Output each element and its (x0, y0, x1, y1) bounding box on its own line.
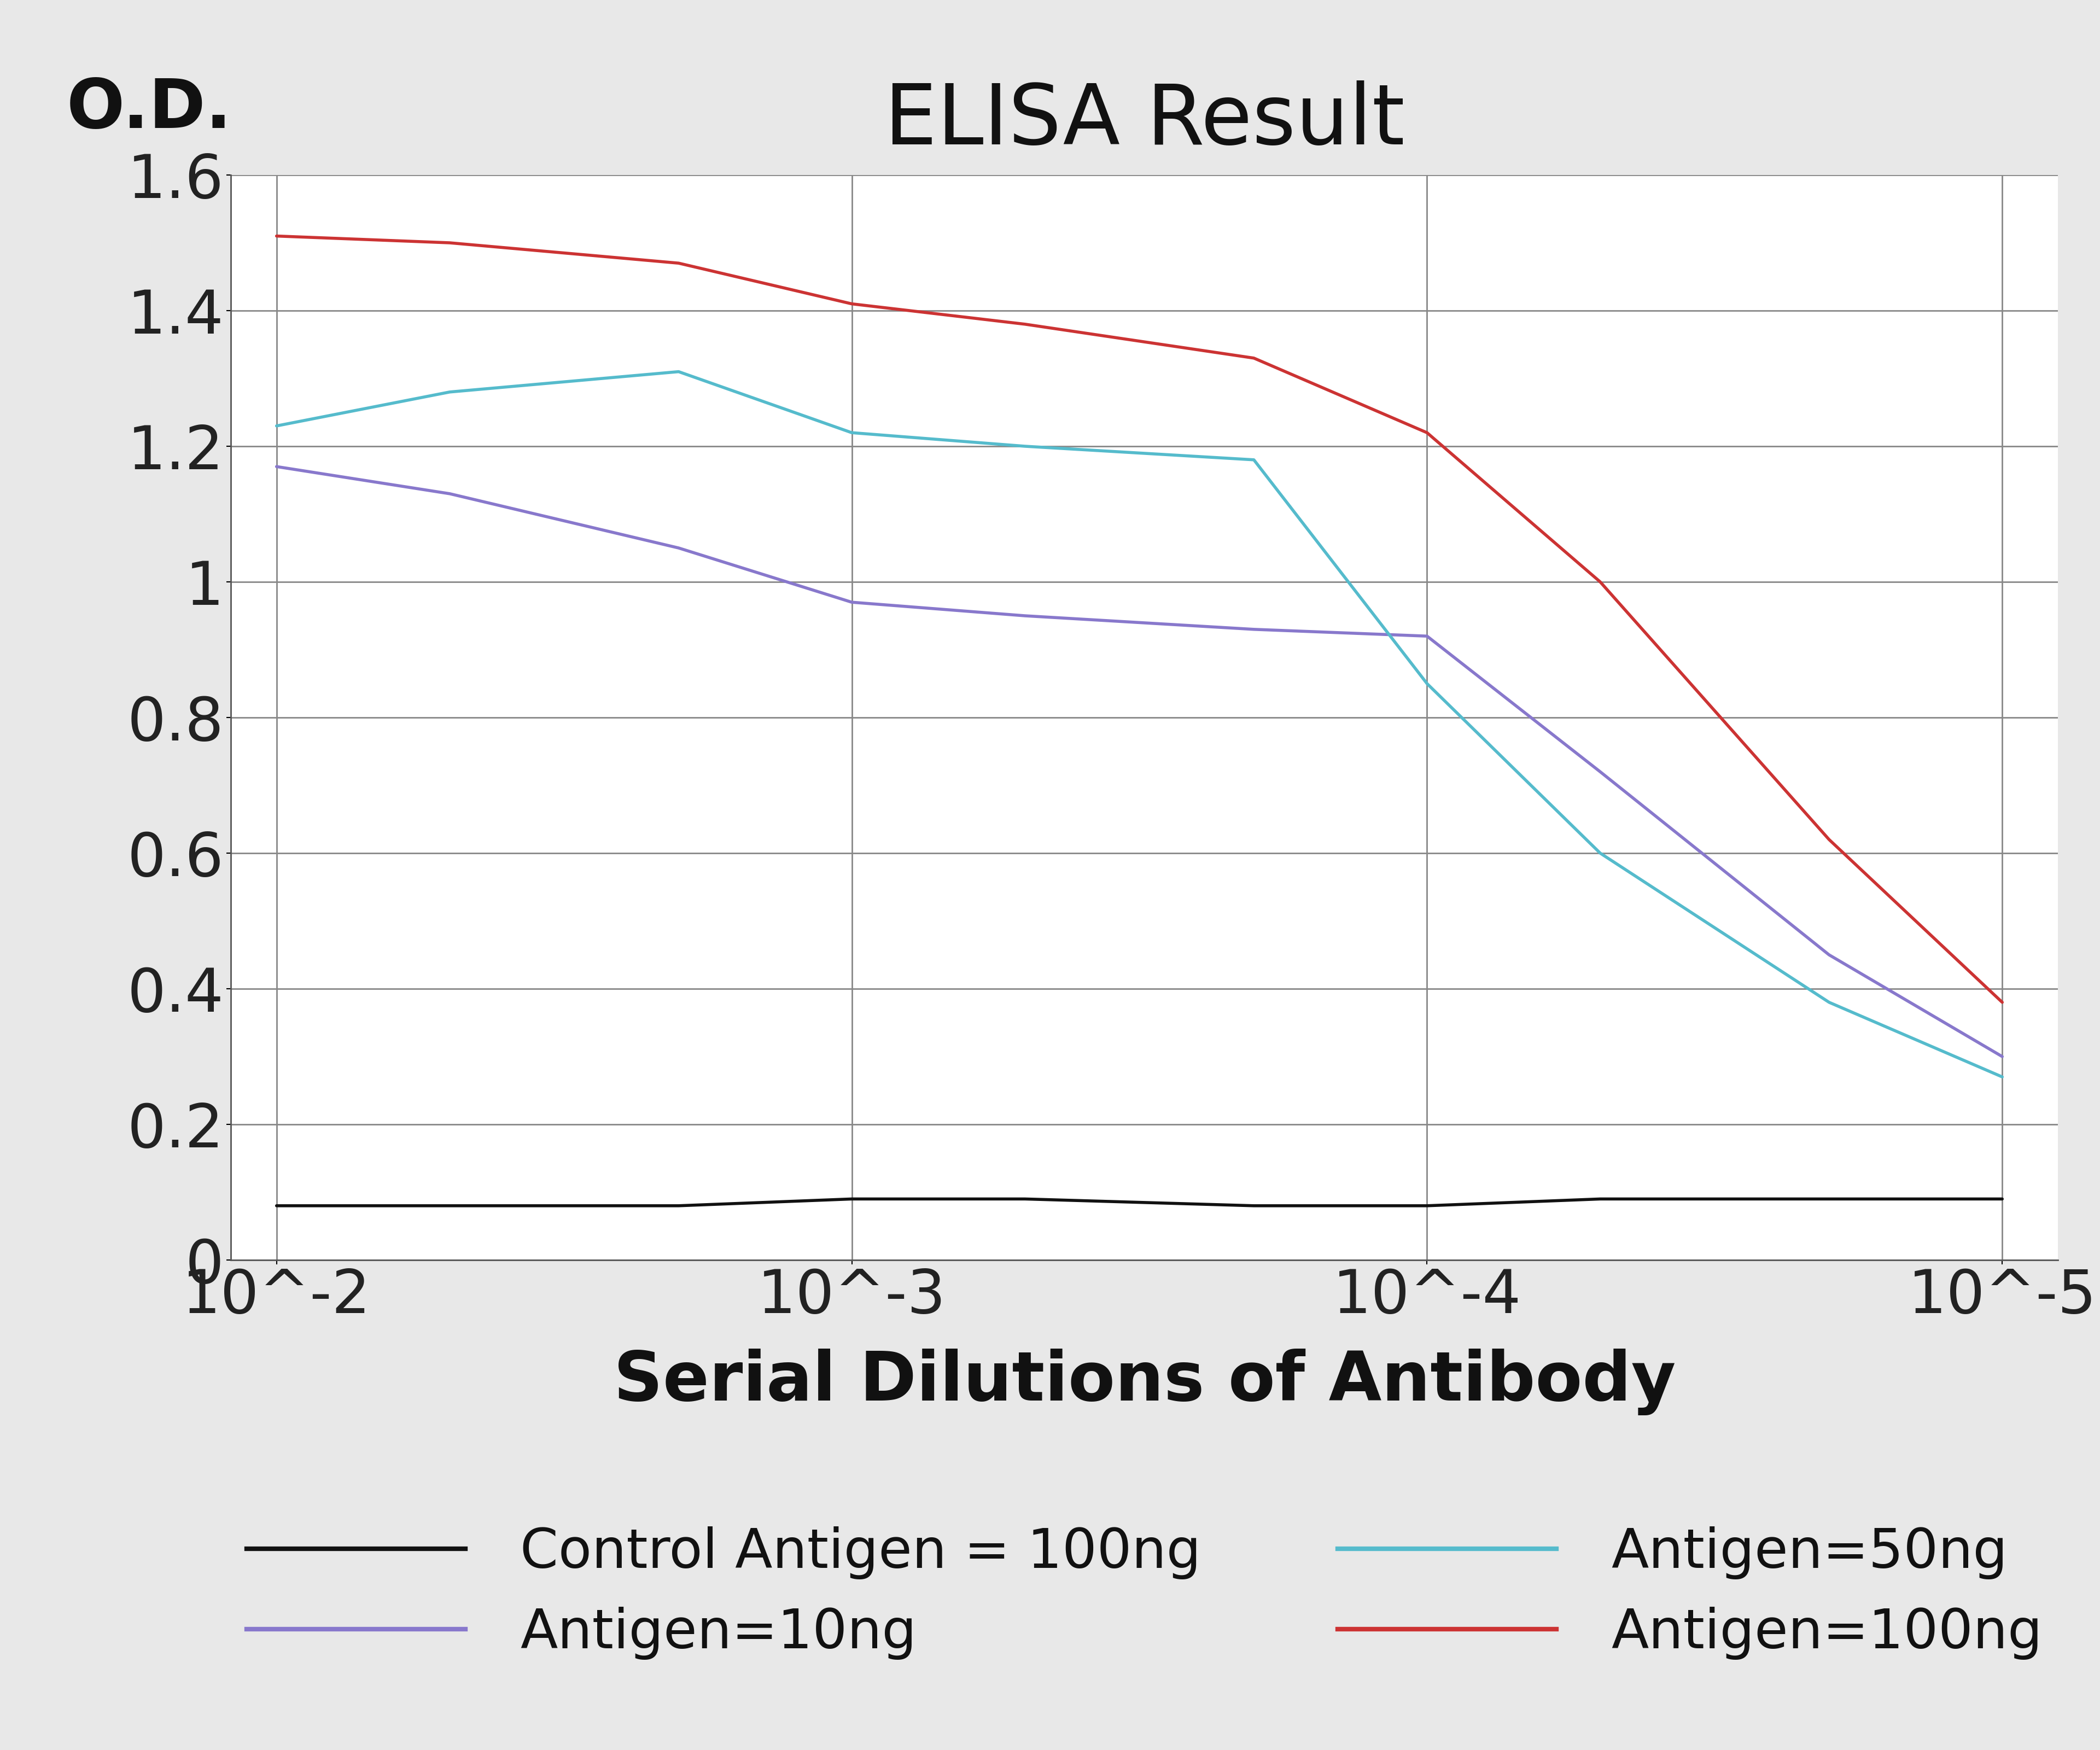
Text: O.D.: O.D. (67, 77, 231, 142)
X-axis label: Serial Dilutions of Antibody: Serial Dilutions of Antibody (613, 1349, 1676, 1416)
Legend: Control Antigen = 100ng, Antigen=10ng, Antigen=50ng, Antigen=100ng: Control Antigen = 100ng, Antigen=10ng, A… (225, 1505, 2064, 1682)
Title: ELISA Result: ELISA Result (884, 80, 1405, 163)
